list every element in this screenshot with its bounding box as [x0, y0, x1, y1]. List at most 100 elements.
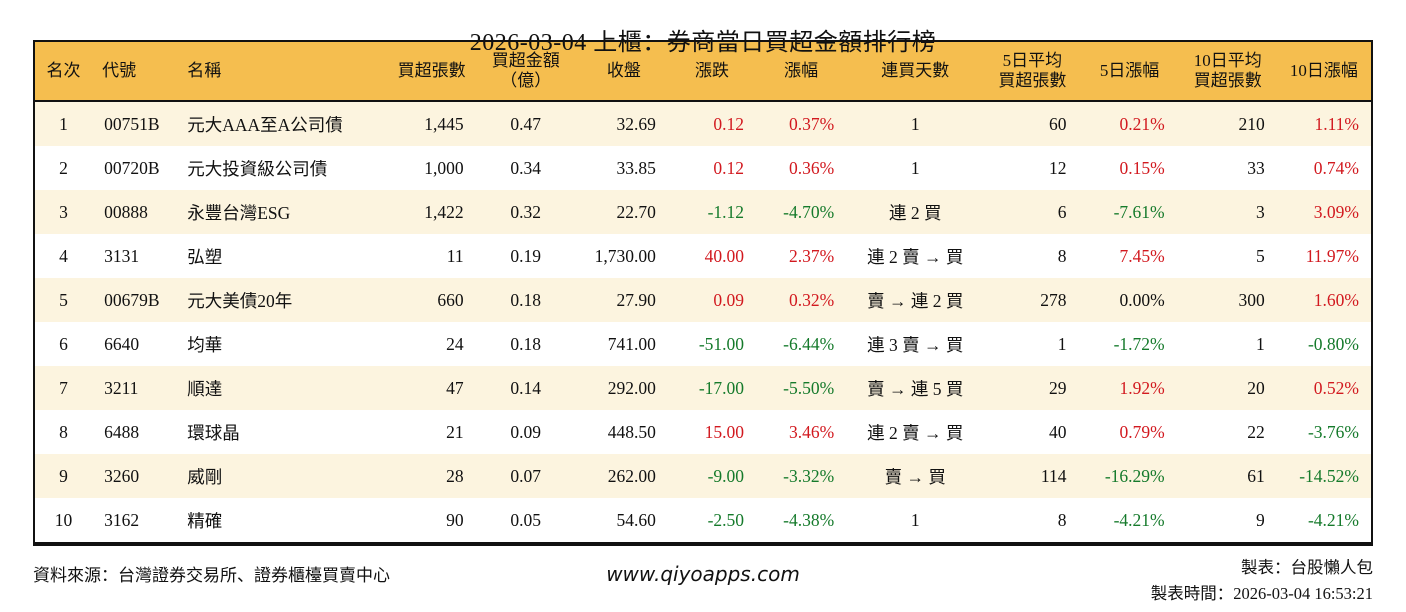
cell-rank: 8	[59, 421, 68, 442]
column-header-pct5: 5日漲幅	[1080, 41, 1179, 103]
cell-rank: 10	[54, 509, 73, 530]
cell-net-buy-amount: 0.19	[510, 245, 542, 266]
cell-code: 6488	[104, 421, 140, 442]
cell-net-buy-amount: 0.14	[510, 377, 542, 398]
cell-change: -17.00	[698, 377, 745, 398]
cell-code: 00751B	[104, 113, 160, 134]
cell-pct10: -14.52%	[1299, 465, 1359, 486]
cell-avg5-volume: 114	[1040, 465, 1067, 486]
cell-net-buy-volume: 24	[446, 333, 464, 354]
column-header-net-buy-amount: 買超金額 （億）	[471, 41, 580, 103]
cell-pct10: 0.74%	[1313, 157, 1359, 178]
cell-pct10: -0.80%	[1307, 333, 1359, 354]
cell-name: 精確	[187, 510, 223, 531]
cell-avg5-volume: 8	[1057, 245, 1067, 266]
table-row: 3 00888 永豐台灣ESG 1,422 0.32 22.70 -1.12 -…	[34, 190, 1372, 235]
table-body: 1 00751B 元大AAA至A公司債 1,445 0.47 32.69 0.1…	[34, 101, 1372, 544]
maker-text: 製表：台股懶人包	[1241, 558, 1373, 578]
cell-change: -1.12	[707, 201, 745, 222]
cell-rank: 2	[59, 157, 68, 178]
cell-change-pct: -5.50%	[783, 377, 835, 398]
column-header-code: 代號	[92, 41, 178, 103]
cell-change-pct: -4.38%	[783, 509, 835, 530]
table-row: 2 00720B 元大投資級公司債 1,000 0.34 33.85 0.12 …	[34, 146, 1372, 190]
cell-avg5-volume: 8	[1057, 509, 1067, 530]
cell-pct5: -16.29%	[1104, 465, 1165, 486]
cell-code: 00888	[104, 201, 148, 222]
table-row: 6 6640 均華 24 0.18 741.00 -51.00 -6.44% 連…	[34, 322, 1372, 366]
cell-streak: 賣 → 連 2 買	[867, 290, 964, 311]
cell-pct10: 0.52%	[1313, 377, 1359, 398]
cell-rank: 3	[59, 201, 68, 222]
cell-rank: 7	[59, 377, 68, 398]
cell-streak: 1	[910, 157, 920, 178]
cell-name: 元大AAA至A公司債	[187, 114, 343, 135]
column-header-avg10-volume: 10日平均 買超張數	[1178, 41, 1277, 103]
cell-net-buy-volume: 28	[446, 465, 464, 486]
cell-pct5: 0.21%	[1119, 113, 1165, 134]
cell-avg5-volume: 278	[1040, 289, 1067, 310]
cell-avg10-volume: 1	[1256, 333, 1265, 354]
cell-pct5: 0.00%	[1119, 289, 1165, 310]
cell-streak: 1	[910, 509, 920, 530]
cell-code: 3260	[104, 465, 140, 486]
cell-avg10-volume: 300	[1238, 289, 1265, 310]
column-header-streak: 連買天數	[846, 41, 985, 103]
cell-pct5: -4.21%	[1113, 509, 1165, 530]
cell-net-buy-volume: 1,422	[424, 201, 464, 222]
cell-code: 3131	[104, 245, 140, 266]
cell-name: 順達	[187, 378, 223, 399]
table-row: 8 6488 環球晶 21 0.09 448.50 15.00 3.46% 連 …	[34, 410, 1372, 454]
cell-code: 00679B	[104, 289, 160, 310]
cell-pct5: 1.92%	[1119, 377, 1165, 398]
made-at-text: 製表時間：2026-03-04 16:53:21	[1150, 584, 1373, 604]
cell-change: 15.00	[704, 421, 745, 442]
cell-rank: 5	[59, 289, 68, 310]
table-row: 4 3131 弘塑 11 0.19 1,730.00 40.00 2.37% 連…	[34, 234, 1372, 278]
cell-rank: 9	[59, 465, 68, 486]
table-row: 5 00679B 元大美債20年 660 0.18 27.90 0.09 0.3…	[34, 278, 1372, 323]
cell-rank: 1	[59, 113, 68, 134]
cell-avg10-volume: 3	[1256, 201, 1265, 222]
cell-change: 0.12	[713, 157, 745, 178]
cell-change: 0.09	[713, 289, 745, 310]
cell-pct5: 0.79%	[1119, 421, 1165, 442]
cell-avg10-volume: 33	[1247, 157, 1265, 178]
cell-streak: 連 2 賣 → 買	[867, 422, 964, 443]
cell-close: 741.00	[607, 333, 656, 354]
cell-rank: 4	[59, 245, 68, 266]
cell-pct10: 1.60%	[1313, 289, 1359, 310]
cell-change-pct: 2.37%	[788, 245, 835, 266]
cell-streak: 連 3 賣 → 買	[867, 334, 964, 355]
cell-close: 448.50	[607, 421, 656, 442]
cell-avg5-volume: 1	[1057, 333, 1067, 354]
cell-close: 1,730.00	[594, 245, 656, 266]
cell-net-buy-volume: 11	[446, 245, 464, 266]
cell-pct10: 1.11%	[1314, 113, 1359, 134]
page-title: 2026-03-04 上櫃：券商當日買超金額排行榜	[469, 30, 937, 56]
cell-avg10-volume: 9	[1256, 509, 1265, 530]
cell-name: 均華	[187, 334, 223, 355]
cell-pct10: -4.21%	[1307, 509, 1359, 530]
cell-pct5: 7.45%	[1119, 245, 1165, 266]
cell-avg5-volume: 12	[1049, 157, 1067, 178]
page-footer: 資料來源：台灣證券交易所、證券櫃檯買賣中心 www.qiyoapps.com 製…	[33, 555, 1373, 603]
cell-name: 元大投資級公司債	[187, 158, 328, 179]
cell-code: 3162	[104, 509, 140, 530]
cell-change: 0.12	[713, 113, 745, 134]
cell-net-buy-amount: 0.18	[510, 289, 542, 310]
cell-pct5: 0.15%	[1119, 157, 1165, 178]
cell-name: 永豐台灣ESG	[187, 202, 291, 223]
cell-net-buy-amount: 0.32	[510, 201, 542, 222]
cell-net-buy-amount: 0.09	[510, 421, 542, 442]
cell-net-buy-amount: 0.18	[510, 333, 542, 354]
cell-code: 3211	[104, 377, 139, 398]
column-header-close: 收盤	[579, 41, 668, 103]
cell-avg5-volume: 60	[1049, 113, 1067, 134]
cell-close: 292.00	[607, 377, 656, 398]
cell-name: 元大美債20年	[187, 290, 293, 311]
cell-net-buy-volume: 1,000	[424, 157, 464, 178]
column-header-pct10: 10日漲幅	[1276, 41, 1372, 103]
ranking-table-container: 名次 代號 名稱 買超張數 買超金額 （億） 收盤 漲跌 漲幅 連買天數 5日平…	[33, 40, 1373, 547]
website-text: www.qiyoapps.com	[606, 562, 800, 587]
